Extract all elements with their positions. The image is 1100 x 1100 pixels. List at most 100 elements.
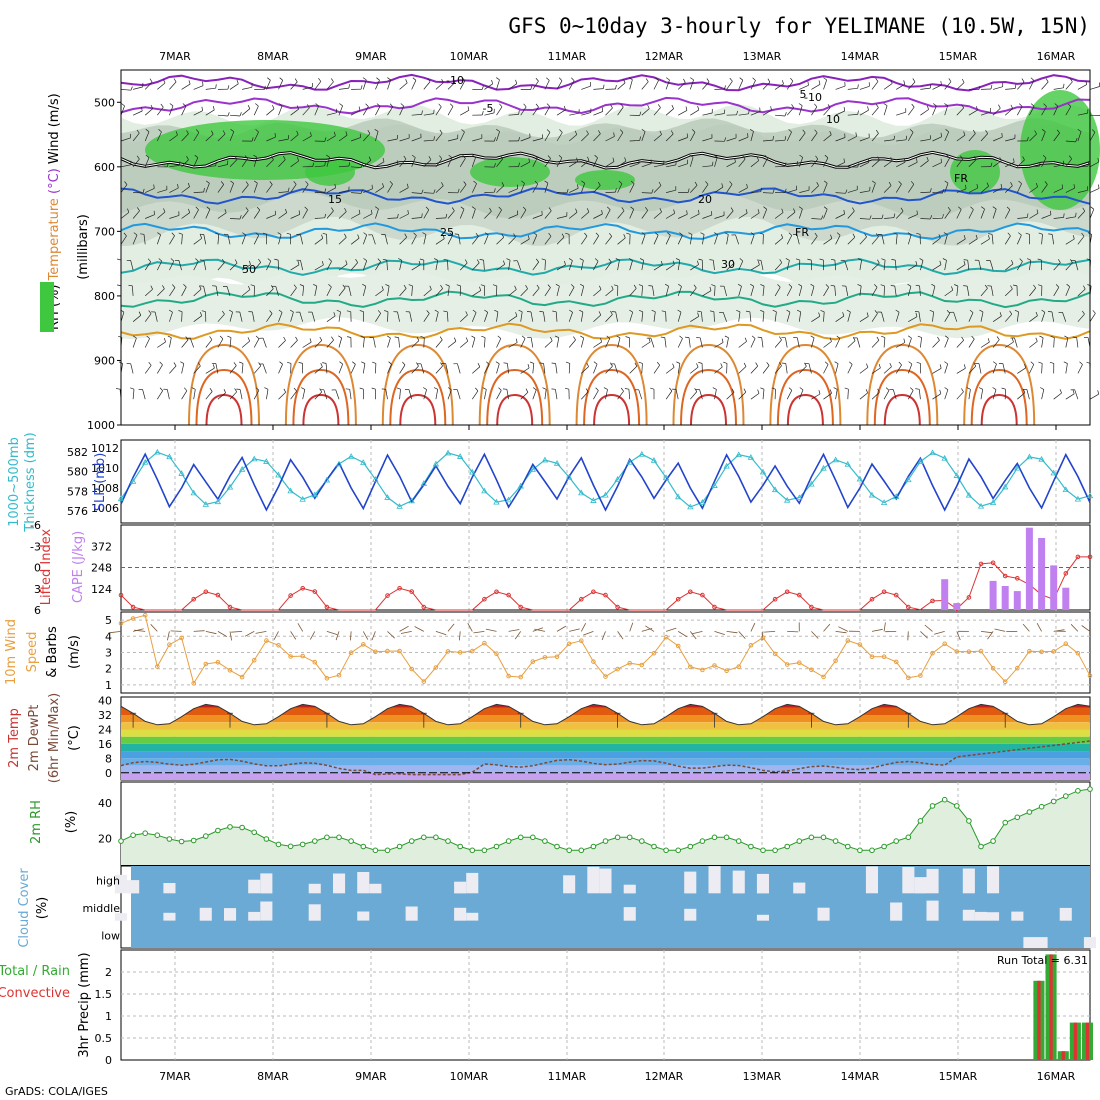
wind-barb — [723, 286, 727, 296]
li-label: Lifted Index — [39, 528, 54, 605]
wind10-barb — [473, 631, 485, 634]
wind-barb — [956, 134, 966, 142]
wind-barb — [920, 337, 922, 348]
wind-barb — [508, 214, 518, 219]
wind-barb — [241, 108, 251, 116]
wind-barb — [786, 390, 793, 400]
wind-barb — [205, 165, 216, 168]
rh-point — [675, 847, 682, 854]
wind-barb — [144, 338, 150, 348]
wind-barb — [896, 83, 905, 90]
wind-barb-flag — [911, 103, 915, 108]
wind-barb — [944, 338, 949, 348]
wind-barb-flag — [916, 210, 918, 215]
wind-speed-point — [930, 650, 935, 656]
wind-barb-flag — [916, 232, 921, 235]
wind-barb — [641, 210, 648, 219]
wind-barb-flag — [595, 387, 599, 391]
wind-barb — [677, 82, 686, 90]
wind-barb — [735, 234, 740, 245]
wind-barb-flag — [312, 162, 315, 167]
wind-barb — [785, 363, 788, 374]
wind-barb — [593, 157, 598, 167]
wind-barb — [1014, 337, 1018, 348]
wind-barb — [796, 337, 800, 348]
warm-loop — [486, 368, 544, 426]
wind-barb-flag — [530, 85, 533, 90]
wind-barb — [689, 132, 696, 142]
wind-barb-flag — [992, 387, 997, 390]
wind-barb — [544, 260, 546, 271]
wind-barb — [169, 165, 180, 168]
wind-barb-flag — [136, 129, 140, 134]
wind-barb-flag — [697, 312, 700, 317]
wind-barb — [278, 191, 289, 193]
wind-barb — [629, 183, 635, 193]
thickness-tick: 580 — [67, 466, 88, 479]
wind-barb-flag — [293, 181, 297, 185]
wind-barb-flag — [730, 207, 734, 212]
rh-point — [578, 847, 585, 854]
wind-barb — [544, 158, 551, 167]
wind-barb — [956, 158, 964, 168]
wind-barb-flag — [255, 232, 259, 236]
li-line — [120, 556, 1090, 611]
wind-barb — [217, 338, 224, 348]
wind-barb-flag — [274, 258, 279, 261]
wind-barb-flag — [532, 387, 537, 391]
wind-barb-flag — [277, 232, 282, 235]
wind-barb-flag — [372, 361, 377, 364]
cloud-cell — [454, 881, 467, 894]
wind-barb — [399, 213, 409, 219]
wind-barb-flag — [307, 104, 310, 108]
wind-barb — [967, 260, 970, 271]
wind-barb — [713, 311, 715, 322]
wind-barb-flag — [603, 84, 605, 89]
wind-barb-flag — [299, 284, 304, 287]
rh-point — [239, 824, 245, 831]
wind-barb — [641, 131, 646, 142]
wind-barb-flag — [781, 362, 786, 364]
wind-barb — [411, 80, 417, 90]
wind-barb — [508, 289, 517, 297]
wind-barb — [1029, 106, 1035, 116]
wind-barb — [993, 86, 1003, 90]
wind-barb-flag — [833, 387, 838, 390]
wind-barb — [484, 234, 489, 245]
wind-barb — [811, 132, 818, 142]
wind-barb — [253, 183, 258, 193]
rh-point — [469, 847, 476, 854]
wind-barb — [569, 112, 580, 116]
wind-barb-flag — [429, 285, 432, 290]
wind-barb-flag — [477, 363, 481, 367]
wind-barb-flag — [785, 258, 790, 261]
wind-barb — [217, 234, 220, 245]
wind-barb — [556, 264, 566, 271]
wind-barb-flag — [525, 388, 529, 393]
wind-barb — [496, 237, 504, 245]
wind-barb — [373, 337, 376, 348]
wind-barb-flag — [516, 184, 519, 189]
wind-barb-flag — [890, 79, 893, 84]
wind-barb — [980, 238, 990, 245]
wind10-barb — [326, 631, 338, 635]
wind-barb-flag — [600, 337, 603, 343]
wind-barb — [614, 363, 618, 374]
wind-barb — [411, 264, 421, 271]
wind-barb — [323, 389, 328, 400]
wind-barb — [399, 137, 410, 142]
wind-barb — [1077, 210, 1086, 219]
wind-barb-flag — [992, 361, 997, 365]
wind-barb-flag — [580, 283, 584, 287]
wind-label-1: 10m Wind — [4, 619, 19, 685]
wind-barb-flag — [693, 284, 697, 289]
wind-barb — [447, 260, 449, 271]
wind-barb — [520, 137, 531, 142]
wind-barb-flag — [513, 233, 516, 238]
wind-barb-flag — [251, 137, 254, 142]
wind-barb — [205, 367, 215, 374]
cloud-cell — [599, 868, 612, 894]
wind-barb-flag — [247, 337, 251, 342]
wind-barb — [157, 189, 168, 193]
wind-barb-flag — [283, 388, 287, 393]
